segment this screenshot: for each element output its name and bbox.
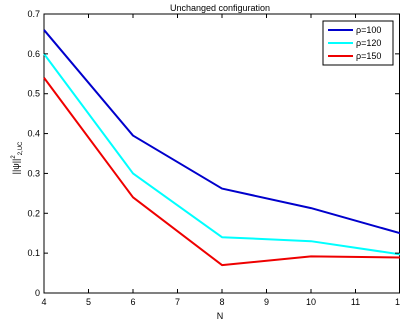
- x-tick-label: 7: [175, 297, 180, 307]
- x-tick-label: 10: [306, 297, 316, 307]
- y-axis-tick-labels: 0 0.1 0.2 0.3 0.4 0.5 0.6 0.7: [27, 9, 40, 298]
- legend-items: ρ=100 ρ=120 ρ=150: [328, 25, 381, 61]
- legend-label-1: ρ=120: [356, 38, 381, 48]
- y-tick-label: 0.5: [27, 89, 40, 99]
- series-line-1: [43, 53, 400, 256]
- x-tick-label: 8: [219, 297, 224, 307]
- x-axis-label: N: [217, 311, 224, 321]
- x-tick-label: 6: [130, 297, 135, 307]
- y-tick-label: 0.6: [27, 49, 40, 59]
- y-tick-label: 0.4: [27, 129, 40, 139]
- y-tick-label: 0.2: [27, 208, 40, 218]
- y-tick-label: 0.7: [27, 9, 40, 19]
- chart-title: Unchanged configuration: [170, 3, 270, 13]
- y-tick-label: 0.1: [27, 248, 40, 258]
- x-tick-label: 4: [41, 297, 46, 307]
- legend: ρ=100 ρ=120 ρ=150: [322, 20, 394, 66]
- y-tick-label: 0: [35, 288, 40, 298]
- legend-label-0: ρ=100: [356, 25, 381, 35]
- x-axis-tick-labels: 4 5 6 7 8 9 10 11 12: [41, 297, 400, 307]
- y-axis-ticks: [44, 13, 399, 294]
- x-axis-ticks: [43, 14, 400, 293]
- y-axis-label-sup: 2: [11, 155, 17, 159]
- series-layer: [43, 29, 400, 267]
- y-axis-label-main: ||ψ||: [11, 159, 21, 175]
- x-tick-label: 12: [395, 297, 400, 307]
- series-line-2: [43, 77, 400, 267]
- x-tick-label: 11: [351, 297, 360, 307]
- series-line-0: [43, 29, 400, 235]
- y-axis-label-sub: 2,UC: [18, 141, 24, 155]
- x-tick-label: 9: [264, 297, 269, 307]
- x-tick-label: 5: [86, 297, 91, 307]
- y-axis-label: ||ψ||22,UC: [11, 141, 24, 174]
- legend-label-2: ρ=150: [356, 51, 381, 61]
- y-tick-label: 0.3: [27, 168, 40, 178]
